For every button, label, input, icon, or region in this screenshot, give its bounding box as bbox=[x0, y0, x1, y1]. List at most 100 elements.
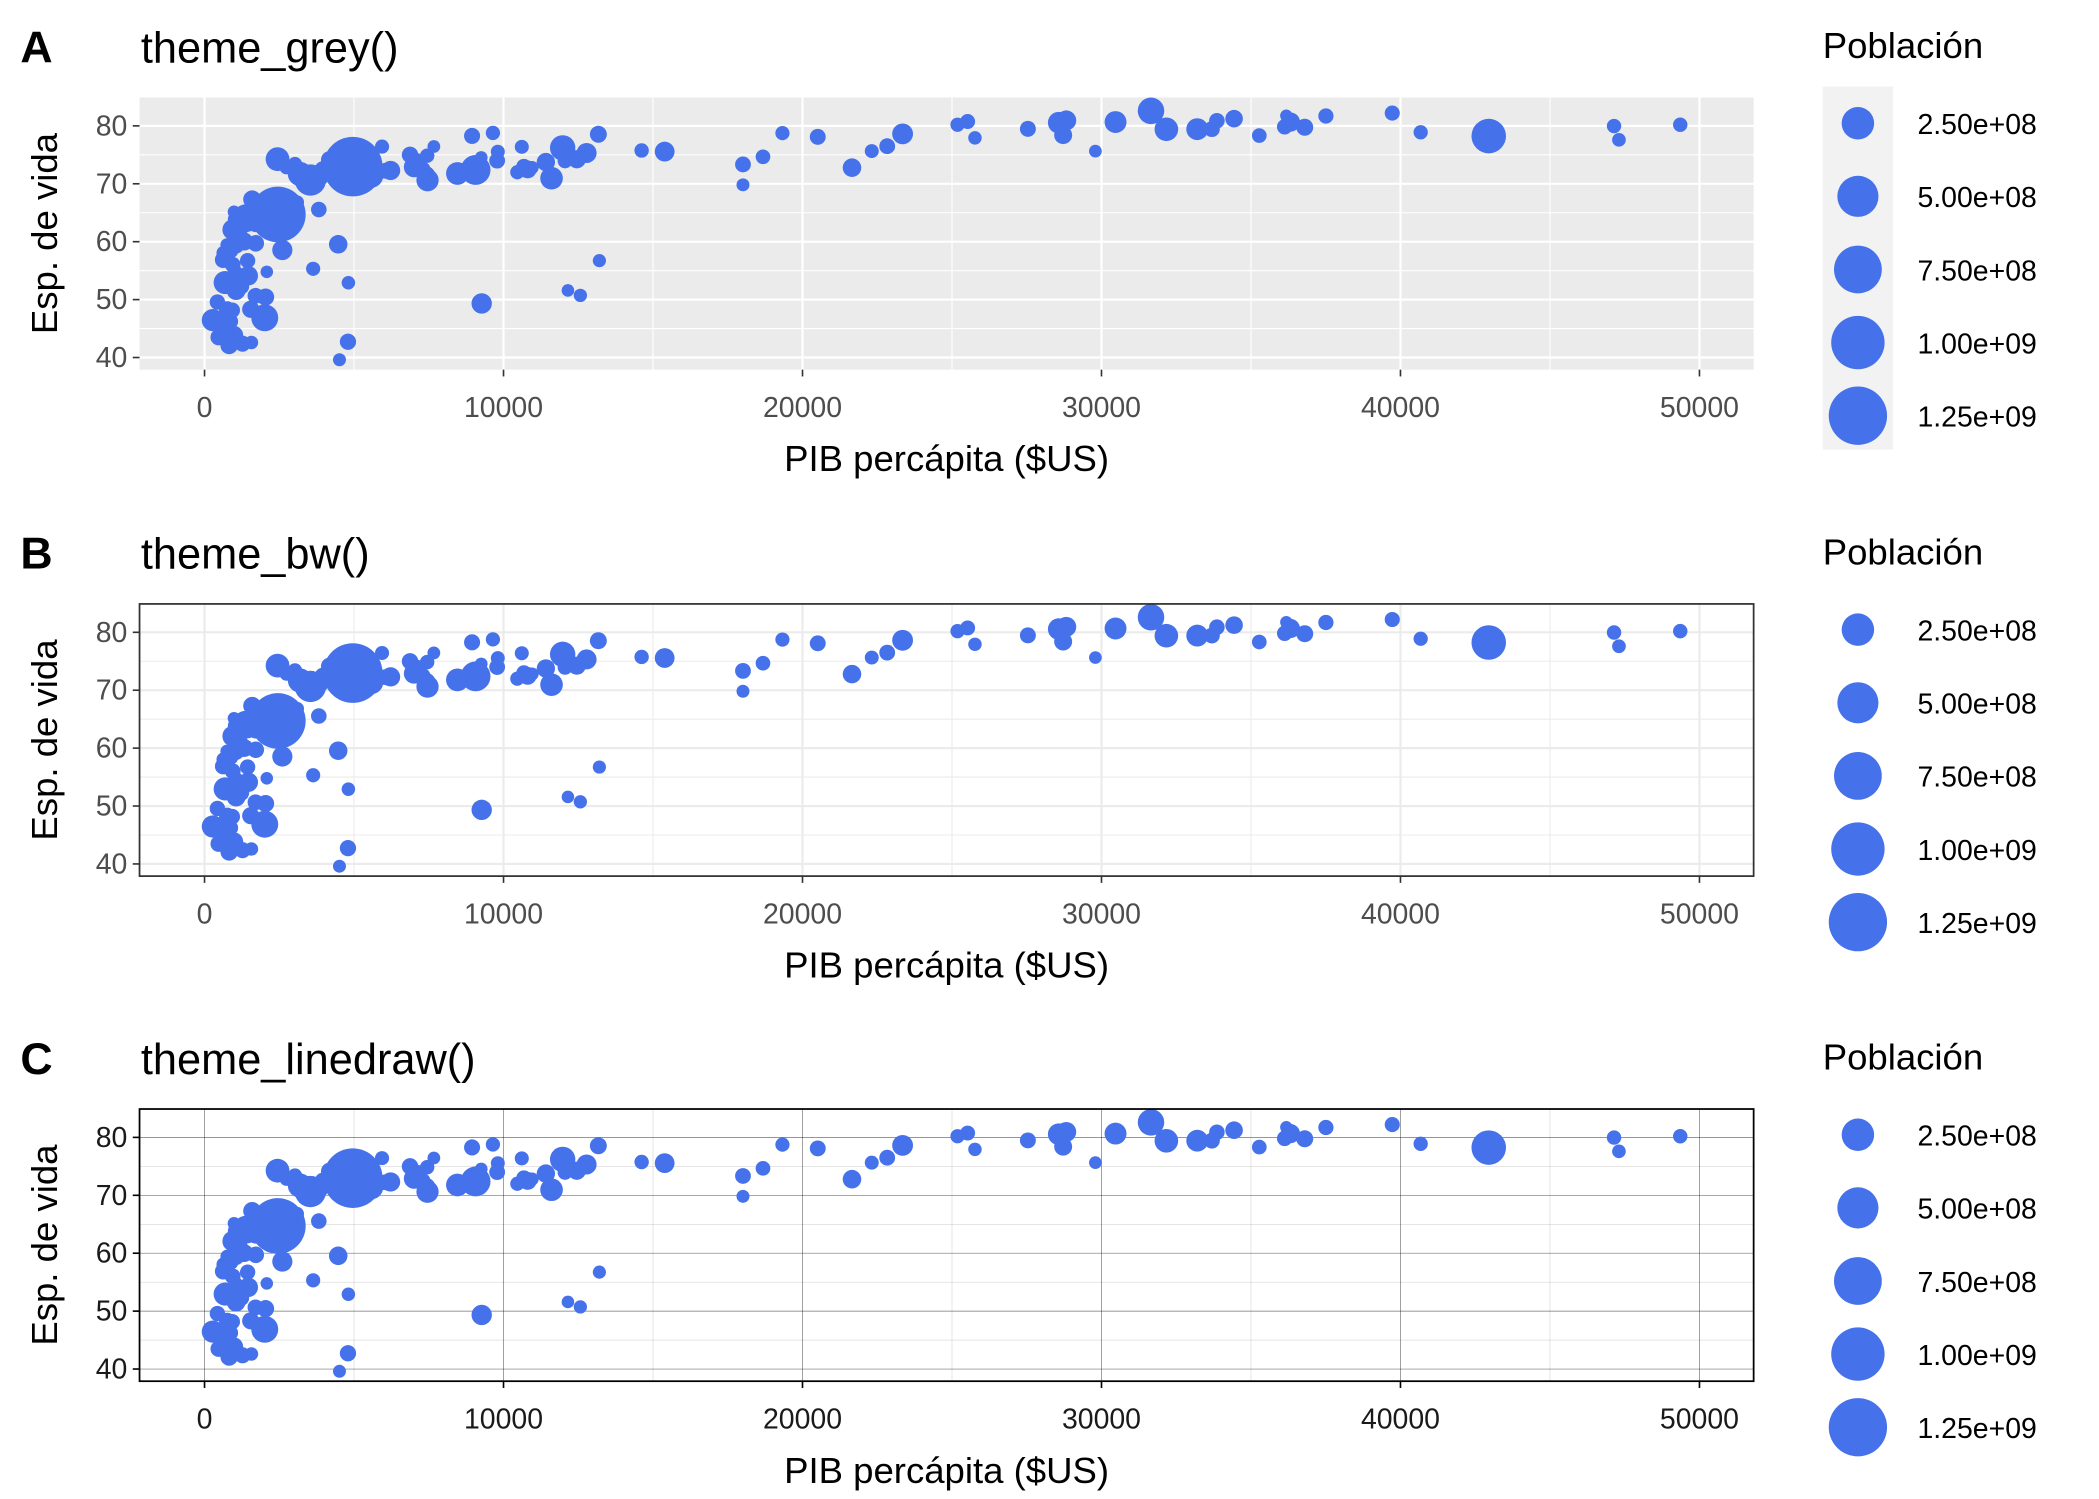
data-point bbox=[592, 254, 606, 268]
data-point bbox=[471, 799, 492, 821]
data-point bbox=[351, 174, 368, 191]
data-point bbox=[809, 128, 826, 145]
data-point bbox=[561, 1295, 575, 1309]
data-point bbox=[950, 1129, 965, 1144]
x-tick-label: 50000 bbox=[1660, 899, 1739, 931]
data-point bbox=[210, 835, 227, 852]
data-point bbox=[227, 210, 247, 230]
data-point bbox=[735, 1168, 751, 1184]
data-point bbox=[268, 1207, 297, 1236]
data-point bbox=[561, 284, 575, 297]
x-axis-title: PIB percápita ($US) bbox=[784, 945, 1109, 986]
data-point bbox=[561, 790, 575, 804]
data-point bbox=[654, 141, 675, 162]
data-point bbox=[209, 1329, 224, 1344]
data-point bbox=[351, 680, 368, 697]
x-tick-label: 50000 bbox=[1660, 1404, 1739, 1436]
data-point bbox=[268, 701, 297, 731]
data-point bbox=[251, 304, 279, 332]
y-tick-label: 40 bbox=[96, 342, 128, 374]
data-point bbox=[1413, 1136, 1428, 1151]
data-point bbox=[755, 149, 771, 165]
data-point bbox=[1104, 111, 1127, 134]
data-point bbox=[234, 335, 251, 352]
data-point bbox=[246, 203, 259, 216]
data-point bbox=[320, 1162, 339, 1181]
data-point bbox=[1612, 132, 1626, 147]
data-point bbox=[589, 1137, 607, 1155]
data-point bbox=[341, 1287, 356, 1302]
data-point bbox=[243, 190, 262, 209]
data-point bbox=[514, 139, 529, 154]
data-point bbox=[243, 1201, 262, 1220]
y-tick-label: 80 bbox=[96, 617, 128, 649]
points bbox=[201, 97, 1688, 367]
legend-label: 5.00e+08 bbox=[1917, 1194, 2036, 1226]
data-point bbox=[210, 329, 227, 346]
data-point bbox=[1186, 118, 1209, 141]
data-point bbox=[246, 1215, 259, 1228]
data-point bbox=[1471, 118, 1506, 154]
data-point bbox=[260, 265, 274, 279]
data-point bbox=[223, 1254, 239, 1270]
data-point bbox=[446, 668, 469, 692]
data-point bbox=[247, 722, 264, 739]
panel-tag: C bbox=[20, 1035, 52, 1084]
data-point bbox=[1471, 1130, 1506, 1165]
legend-label: 5.00e+08 bbox=[1917, 182, 2036, 214]
data-point bbox=[427, 1151, 441, 1165]
data-point bbox=[1137, 97, 1165, 125]
data-point bbox=[485, 632, 501, 647]
data-point bbox=[1384, 105, 1400, 121]
data-point bbox=[892, 1134, 914, 1156]
x-tick-label: 50000 bbox=[1660, 392, 1739, 424]
legend-label: 1.25e+09 bbox=[1917, 1413, 2036, 1445]
data-point bbox=[1280, 109, 1293, 122]
data-point bbox=[374, 1151, 390, 1166]
data-point bbox=[287, 156, 303, 172]
data-point bbox=[222, 1346, 238, 1362]
data-point bbox=[518, 666, 537, 685]
data-point bbox=[368, 671, 384, 687]
data-point bbox=[260, 1277, 274, 1290]
data-point bbox=[339, 1345, 357, 1362]
data-point bbox=[775, 632, 790, 647]
legend-label: 5.00e+08 bbox=[1917, 689, 2036, 721]
data-point bbox=[328, 1246, 348, 1266]
data-point bbox=[1673, 623, 1688, 639]
data-point bbox=[416, 1180, 439, 1203]
y-tick-label: 70 bbox=[96, 1180, 128, 1212]
legend-key-circle bbox=[1841, 1118, 1875, 1151]
legend-key-circle bbox=[1837, 682, 1879, 724]
data-point bbox=[311, 201, 327, 218]
data-point bbox=[263, 1228, 282, 1247]
data-point bbox=[549, 1146, 576, 1173]
data-point bbox=[222, 335, 238, 351]
data-point bbox=[263, 217, 282, 235]
x-tick-label: 10000 bbox=[464, 899, 543, 931]
legend-label: 2.50e+08 bbox=[1917, 109, 2036, 141]
data-point bbox=[864, 1155, 879, 1170]
data-point bbox=[1413, 125, 1428, 140]
data-point bbox=[589, 125, 607, 143]
legend-key-circle bbox=[1834, 245, 1882, 294]
data-point bbox=[809, 1140, 826, 1157]
data-point bbox=[1251, 634, 1267, 650]
data-point bbox=[265, 653, 290, 678]
plot-title: theme_linedraw() bbox=[141, 1036, 476, 1084]
data-point bbox=[654, 648, 675, 668]
data-point bbox=[573, 1300, 587, 1314]
data-point bbox=[247, 1299, 264, 1316]
legend-key-circle bbox=[1831, 315, 1885, 370]
data-point bbox=[536, 1164, 556, 1183]
data-point bbox=[223, 749, 239, 765]
data-point bbox=[474, 657, 488, 671]
data-point bbox=[209, 317, 224, 332]
plot-background bbox=[139, 1109, 1754, 1382]
x-tick-label: 0 bbox=[197, 899, 213, 931]
legend-key-circle bbox=[1841, 106, 1875, 140]
data-point bbox=[287, 1168, 303, 1183]
data-point bbox=[227, 1221, 247, 1241]
